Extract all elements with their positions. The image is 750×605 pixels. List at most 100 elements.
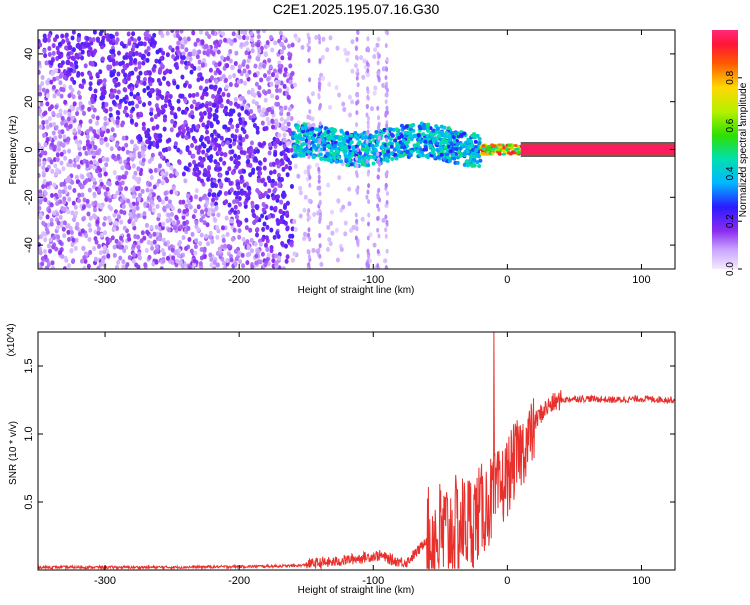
spectrogram-cell	[444, 130, 449, 135]
spectrogram-cell	[257, 92, 262, 98]
spectrogram-cell	[376, 263, 380, 269]
spectrogram-cell	[184, 135, 189, 141]
spectrogram-cell	[166, 81, 171, 87]
spectrogram-cell	[272, 169, 277, 175]
spectrogram-cell	[385, 123, 389, 129]
spectrogram-cell	[351, 273, 355, 278]
spectrogram-cell	[376, 192, 380, 198]
spectrogram-cell	[298, 185, 303, 191]
spectrogram-cell	[168, 94, 173, 100]
spectrogram-cell	[84, 150, 89, 156]
spectrogram-cell	[99, 204, 104, 210]
spectrogram-cell	[121, 146, 126, 152]
spectrogram-cell	[55, 75, 60, 81]
spectrogram-cell	[168, 45, 173, 51]
spectrogram-cell	[249, 140, 254, 146]
spectrogram-cell	[65, 59, 70, 65]
spectrogram-cell	[311, 122, 316, 128]
spectrogram-cell	[215, 225, 220, 231]
spectrogram-cell	[178, 239, 183, 245]
spectrogram-cell	[458, 146, 463, 151]
spectrogram-cell	[43, 197, 48, 203]
spectrogram-cell	[474, 152, 479, 157]
spectrogram-cell	[116, 50, 121, 56]
spectrogram-cell	[77, 129, 82, 135]
spectrogram-cell	[202, 220, 207, 226]
spectrogram-cell	[207, 192, 212, 198]
spectrogram-cell	[229, 218, 234, 224]
spectrogram-cell	[245, 260, 250, 266]
spectrogram-cell	[80, 228, 85, 234]
colorbar-gradient	[712, 30, 738, 269]
spectrogram-cell	[76, 142, 81, 148]
spectrogram-cell	[77, 125, 82, 131]
spectrogram-cell	[195, 92, 200, 98]
spectrogram-cell	[133, 234, 138, 240]
spectrogram-cell	[98, 262, 103, 268]
spectrogram-cell	[425, 153, 430, 158]
spectrogram-cell	[450, 131, 455, 136]
spectrogram-cell	[55, 167, 60, 173]
spectrogram-cell	[356, 147, 360, 153]
spectrogram-cell	[216, 49, 221, 55]
spectrogram-x-axis: -300 -200 -100 0 100	[94, 30, 651, 286]
spectrogram-cell	[203, 168, 208, 174]
spectrogram-cell	[60, 120, 65, 126]
spectrogram-cell	[120, 165, 125, 171]
spectrogram-cell	[96, 80, 101, 86]
spectrogram-cell	[71, 30, 76, 35]
spectrogram-cell	[193, 244, 198, 250]
spectrogram-cell	[280, 122, 285, 128]
spectrogram-cell	[286, 121, 291, 127]
spectrogram-cell	[462, 162, 467, 167]
spectrogram-cell	[128, 202, 133, 208]
spectrogram-cell	[253, 63, 258, 69]
spectrogram-cell	[318, 208, 322, 214]
spectrogram-cell	[307, 122, 311, 128]
spectrogram-cell	[212, 259, 217, 265]
spectrogram-cell	[345, 162, 350, 167]
snr-y-tick-label: 1.5	[23, 358, 35, 373]
spectrogram-cell	[507, 151, 512, 155]
spectrogram-cell	[227, 202, 232, 208]
spectrogram-cell	[218, 181, 223, 187]
spectrogram-cell	[78, 231, 83, 237]
spectrogram-cell	[84, 251, 89, 257]
spectrogram-cell	[135, 103, 140, 109]
spectrogram-cell	[459, 142, 464, 147]
spectrogram-cell	[262, 165, 267, 171]
spectrogram-cell	[244, 105, 249, 111]
snr-panel: -300 -200 -100 0 100 0.51.01.5 Height of str…	[6, 323, 676, 596]
spectrogram-cell	[146, 91, 151, 97]
spectrogram-cell	[377, 123, 381, 129]
spectrogram-cell	[426, 128, 431, 133]
spectrogram-cell	[181, 128, 186, 134]
spectrogram-cell	[307, 58, 311, 64]
spectrogram-cell	[275, 95, 280, 101]
spectrogram-cell	[356, 253, 360, 259]
spectrogram-cell	[89, 40, 94, 46]
spectrogram-cell	[43, 190, 48, 196]
spectrogram-cell	[208, 67, 213, 73]
spectrogram-cell	[133, 58, 138, 64]
spectrogram-cell	[158, 163, 163, 169]
spectrogram-cell	[69, 229, 74, 235]
spectrogram-cell	[277, 63, 282, 69]
spectrogram-cell	[148, 206, 153, 212]
snr-series-line	[38, 332, 675, 570]
spectrogram-cell	[282, 204, 287, 210]
spectrogram-cell	[47, 208, 52, 214]
spectrogram-cell	[359, 55, 364, 61]
spectrogram-cell	[497, 152, 502, 156]
spectrogram-cell	[477, 141, 482, 146]
spectrogram-cell	[149, 199, 154, 205]
spectrogram-cell	[318, 81, 322, 87]
spectrogram-cell	[233, 153, 238, 159]
spectrogram-cell	[208, 84, 213, 90]
spectrogram-cell	[277, 132, 282, 138]
spectrogram-cell	[196, 227, 201, 233]
spectrogram-cell	[228, 143, 233, 149]
spectrogram-cell	[267, 214, 272, 220]
spectrogram-cell	[213, 40, 218, 46]
